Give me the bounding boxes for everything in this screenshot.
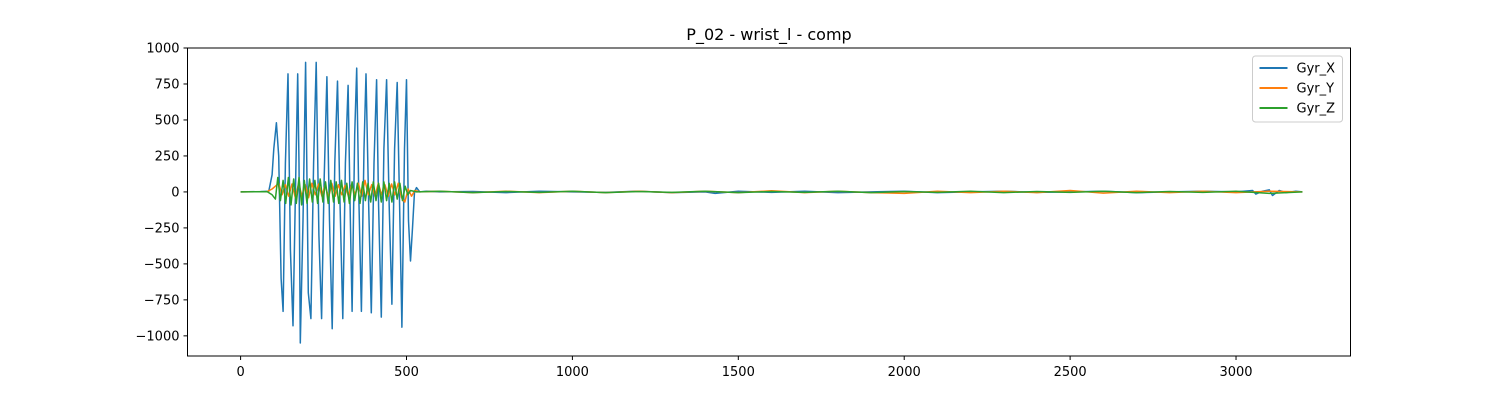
x-tick-label: 500 bbox=[394, 365, 419, 380]
legend-label: Gyr_Y bbox=[1297, 82, 1335, 97]
x-tick-label: 2000 bbox=[888, 365, 921, 380]
x-tick-label: 1000 bbox=[556, 365, 589, 380]
y-tick-label: −1000 bbox=[136, 329, 180, 344]
legend: Gyr_X Gyr_Y Gyr_Z bbox=[1252, 55, 1343, 123]
legend-label: Gyr_Z bbox=[1297, 102, 1336, 117]
y-tick-label: −500 bbox=[144, 257, 180, 272]
x-tick-label: 3000 bbox=[1219, 365, 1252, 380]
chart-title: P_02 - wrist_l - comp bbox=[686, 25, 851, 45]
y-tick-label: 0 bbox=[171, 185, 179, 200]
y-tick-label: −250 bbox=[144, 221, 180, 236]
x-tick-label: 1500 bbox=[722, 365, 755, 380]
x-tick-label: 0 bbox=[236, 365, 244, 380]
series-layer bbox=[240, 61, 1303, 344]
y-tick-label: −750 bbox=[144, 293, 180, 308]
series-line-Gyr_Y bbox=[240, 179, 1303, 203]
x-axis: 0 500 1000 1500 2000 2500 3000 bbox=[236, 356, 1253, 380]
y-tick-label: 250 bbox=[155, 149, 180, 164]
legend-label: Gyr_X bbox=[1297, 62, 1336, 77]
series-line-Gyr_Z bbox=[240, 176, 1303, 206]
plot-frame bbox=[187, 47, 1351, 357]
legend-box bbox=[1252, 55, 1343, 123]
y-tick-label: 1000 bbox=[146, 42, 179, 57]
x-tick-label: 2500 bbox=[1054, 365, 1087, 380]
y-tick-label: 500 bbox=[155, 113, 180, 128]
y-axis: −1000 −750 −500 −250 0 250 500 750 1000 bbox=[136, 42, 188, 344]
y-tick-label: 750 bbox=[155, 77, 180, 92]
